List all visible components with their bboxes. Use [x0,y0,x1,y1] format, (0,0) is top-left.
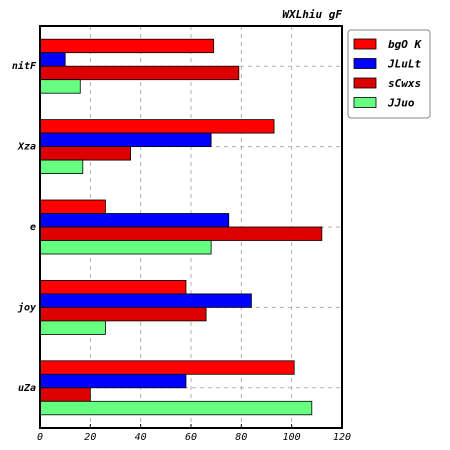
axis-ticks: 0 20 40 60 80 100 120 nitF Xza e joy uZa [12,60,351,443]
bar [39,132,212,148]
x-tick-label: 100 [283,432,301,443]
bar [39,226,323,241]
legend: bgO K JLuLt sCwxs JJuo [347,29,431,119]
bar [39,279,187,295]
y-tick-label: nitF [12,60,37,72]
bar [39,38,215,54]
bar [39,146,131,161]
x-tick-label: 0 [37,432,43,443]
bar [39,306,207,322]
legend-swatch [353,58,377,69]
bar [39,65,240,81]
x-tick-label: 120 [333,432,351,443]
legend-box [347,29,431,119]
x-tick-label: 40 [135,432,147,443]
bar [39,400,313,416]
bar [39,387,91,402]
x-tick-label: 80 [235,432,247,443]
legend-swatch [353,38,377,50]
y-tick-label: uZa [18,383,36,394]
bar [39,240,212,255]
legend-label: sCwxs [388,77,421,90]
x-tick-label: 20 [84,432,96,443]
chart-title: WXLhiu gF [282,8,342,21]
bar [39,213,230,228]
bar [39,52,66,67]
y-tick-label: Xza [17,142,36,153]
bar [39,119,275,134]
legend-label: bgO K [388,38,422,51]
bar [39,159,84,175]
legend-swatch [353,77,377,89]
y-tick-label: e [30,222,36,233]
y-tick-label: joy [17,301,37,313]
legend-label: JLuLt [387,58,421,71]
legend-swatch [353,97,377,108]
bar [39,320,106,335]
bar [39,293,252,308]
bar [39,79,81,94]
bars [39,38,323,416]
bar [39,373,187,389]
x-tick-label: 60 [185,432,197,443]
legend-label: JJuo [387,97,415,110]
bar [39,360,295,375]
bar [39,199,106,214]
